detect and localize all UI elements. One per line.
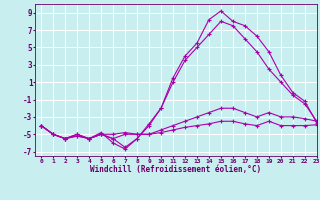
X-axis label: Windchill (Refroidissement éolien,°C): Windchill (Refroidissement éolien,°C) [91,165,261,174]
